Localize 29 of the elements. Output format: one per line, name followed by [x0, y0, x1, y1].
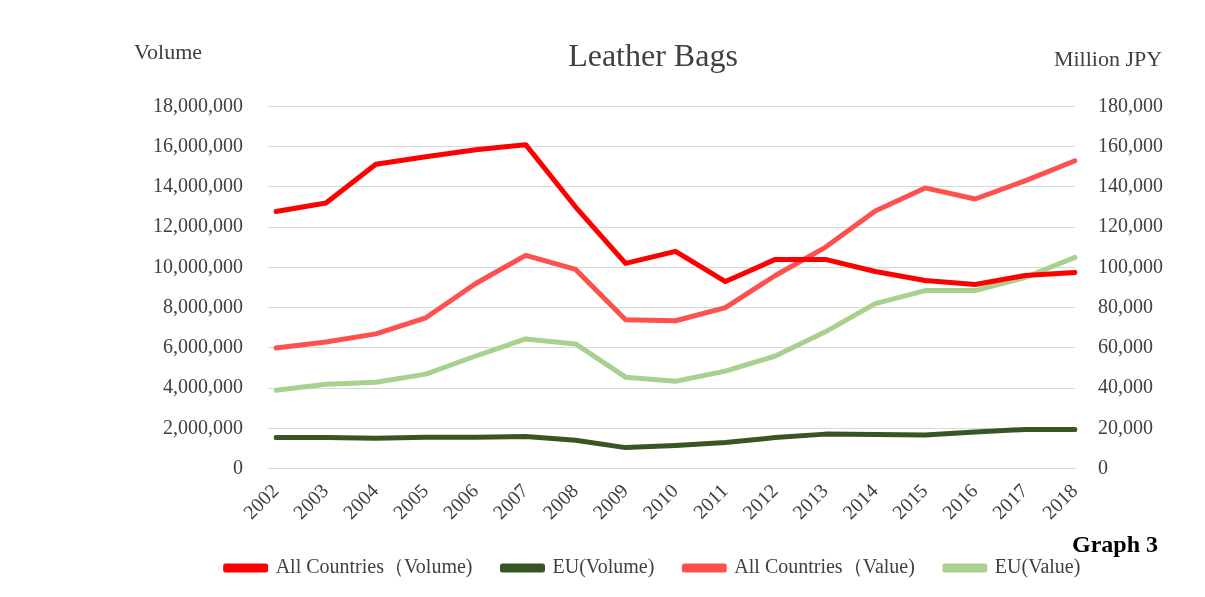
- y2-tick-label: 0: [1098, 456, 1108, 478]
- y2-tick-label: 60,000: [1098, 335, 1153, 358]
- y2-tick-label: 180,000: [1098, 93, 1163, 116]
- chart-title: Leather Bags: [568, 36, 738, 73]
- y2-tick-label: 100,000: [1098, 254, 1163, 277]
- legend-label: All Countries（Volume): [275, 555, 473, 579]
- y2-tick-label: 40,000: [1098, 375, 1153, 398]
- y2-tick-label: 120,000: [1098, 214, 1163, 237]
- y-tick-label: 12,000,000: [153, 214, 243, 237]
- y-tick-label: 8,000,000: [163, 294, 243, 317]
- y2-tick-label: 80,000: [1098, 294, 1153, 317]
- y-tick-label: 4,000,000: [163, 375, 243, 398]
- y2-tick-label: 20,000: [1098, 415, 1153, 438]
- y2-axis-title: Million JPY: [1053, 45, 1163, 71]
- y-tick-label: 2,000,000: [163, 415, 243, 438]
- legend-label: EU(Value): [994, 555, 1081, 579]
- legend-label: EU(Volume): [552, 555, 655, 579]
- y-tick-label: 0: [233, 456, 243, 478]
- y-tick-label: 18,000,000: [153, 93, 243, 116]
- y2-tick-label: 140,000: [1098, 174, 1163, 197]
- y2-tick-label: 160,000: [1098, 133, 1163, 156]
- caption: Graph 3: [1072, 531, 1158, 558]
- x-tick-label: 2011: [688, 479, 732, 523]
- y-tick-label: 16,000,000: [153, 133, 243, 156]
- y-tick-label: 14,000,000: [153, 174, 243, 197]
- y-tick-label: 10,000,000: [153, 254, 243, 277]
- y-tick-label: 6,000,000: [163, 335, 243, 358]
- y-axis-title: Volume: [133, 38, 203, 64]
- legend-label: All Countries（Value): [734, 555, 915, 579]
